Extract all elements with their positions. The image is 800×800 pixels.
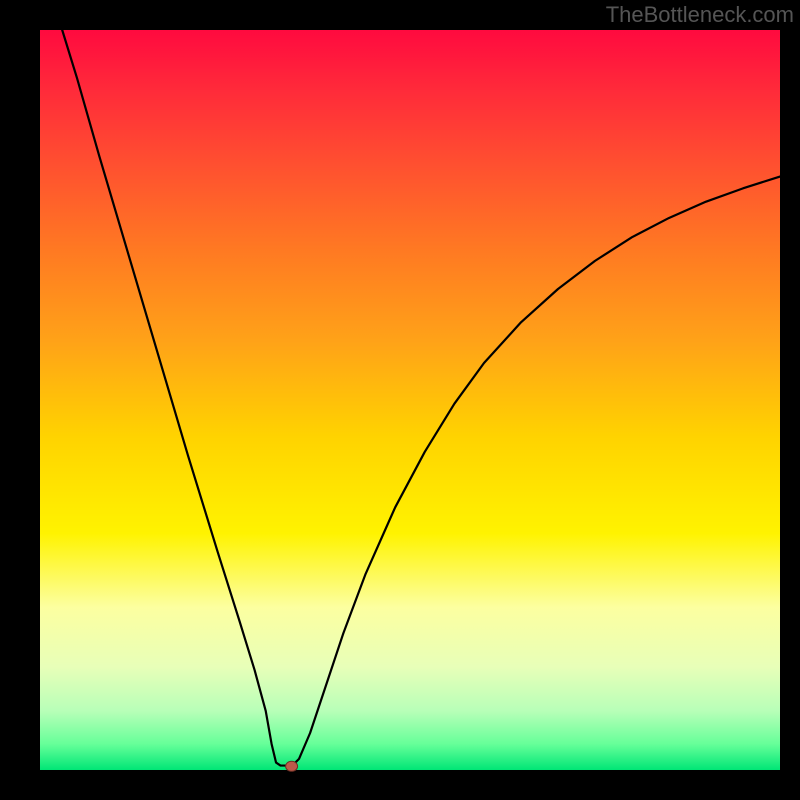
plot-background xyxy=(40,30,780,770)
bottleneck-chart: TheBottleneck.com xyxy=(0,0,800,800)
minimum-marker xyxy=(286,761,298,771)
watermark-text: TheBottleneck.com xyxy=(606,2,794,28)
chart-svg xyxy=(0,0,800,800)
